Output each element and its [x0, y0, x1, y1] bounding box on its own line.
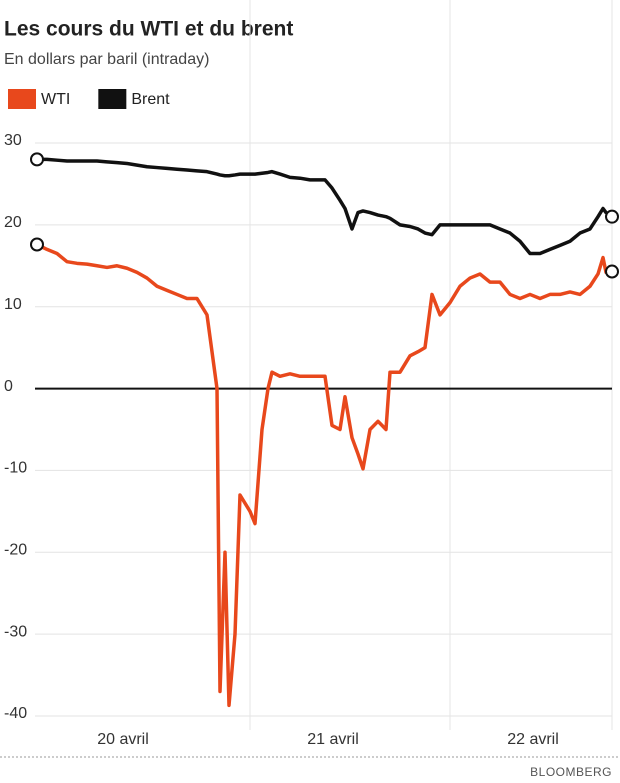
endpoint-marker [30, 237, 44, 252]
y-tick-label: -20 [4, 542, 27, 559]
y-tick-label: 30 [4, 132, 22, 149]
line-series [36, 242, 613, 708]
legend-label: Brent [131, 91, 170, 108]
y-tick-label: -30 [4, 623, 27, 640]
y-tick-label: 0 [4, 378, 13, 395]
y-tick-label: 20 [4, 214, 22, 231]
legend-swatch [98, 89, 127, 109]
endpoint-marker [605, 264, 619, 279]
source: BLOOMBERG [530, 765, 612, 779]
endpoint-marker [30, 152, 44, 167]
y-tick-label: -40 [4, 705, 27, 722]
x-tick-label: 20 avril [97, 731, 149, 748]
legend-label: WTI [41, 91, 70, 108]
line-series [37, 157, 613, 256]
endpoint-marker [605, 209, 619, 224]
chart-subtitle: En dollars par baril (intraday) [4, 51, 209, 68]
y-tick-label: -10 [4, 460, 27, 477]
chart-title: Les cours du WTI et du brent [4, 18, 293, 41]
x-tick-label: 22 avril [507, 731, 559, 748]
x-tick-label: 21 avril [307, 731, 359, 748]
y-tick-label: 10 [4, 296, 22, 313]
legend-swatch [8, 89, 36, 109]
